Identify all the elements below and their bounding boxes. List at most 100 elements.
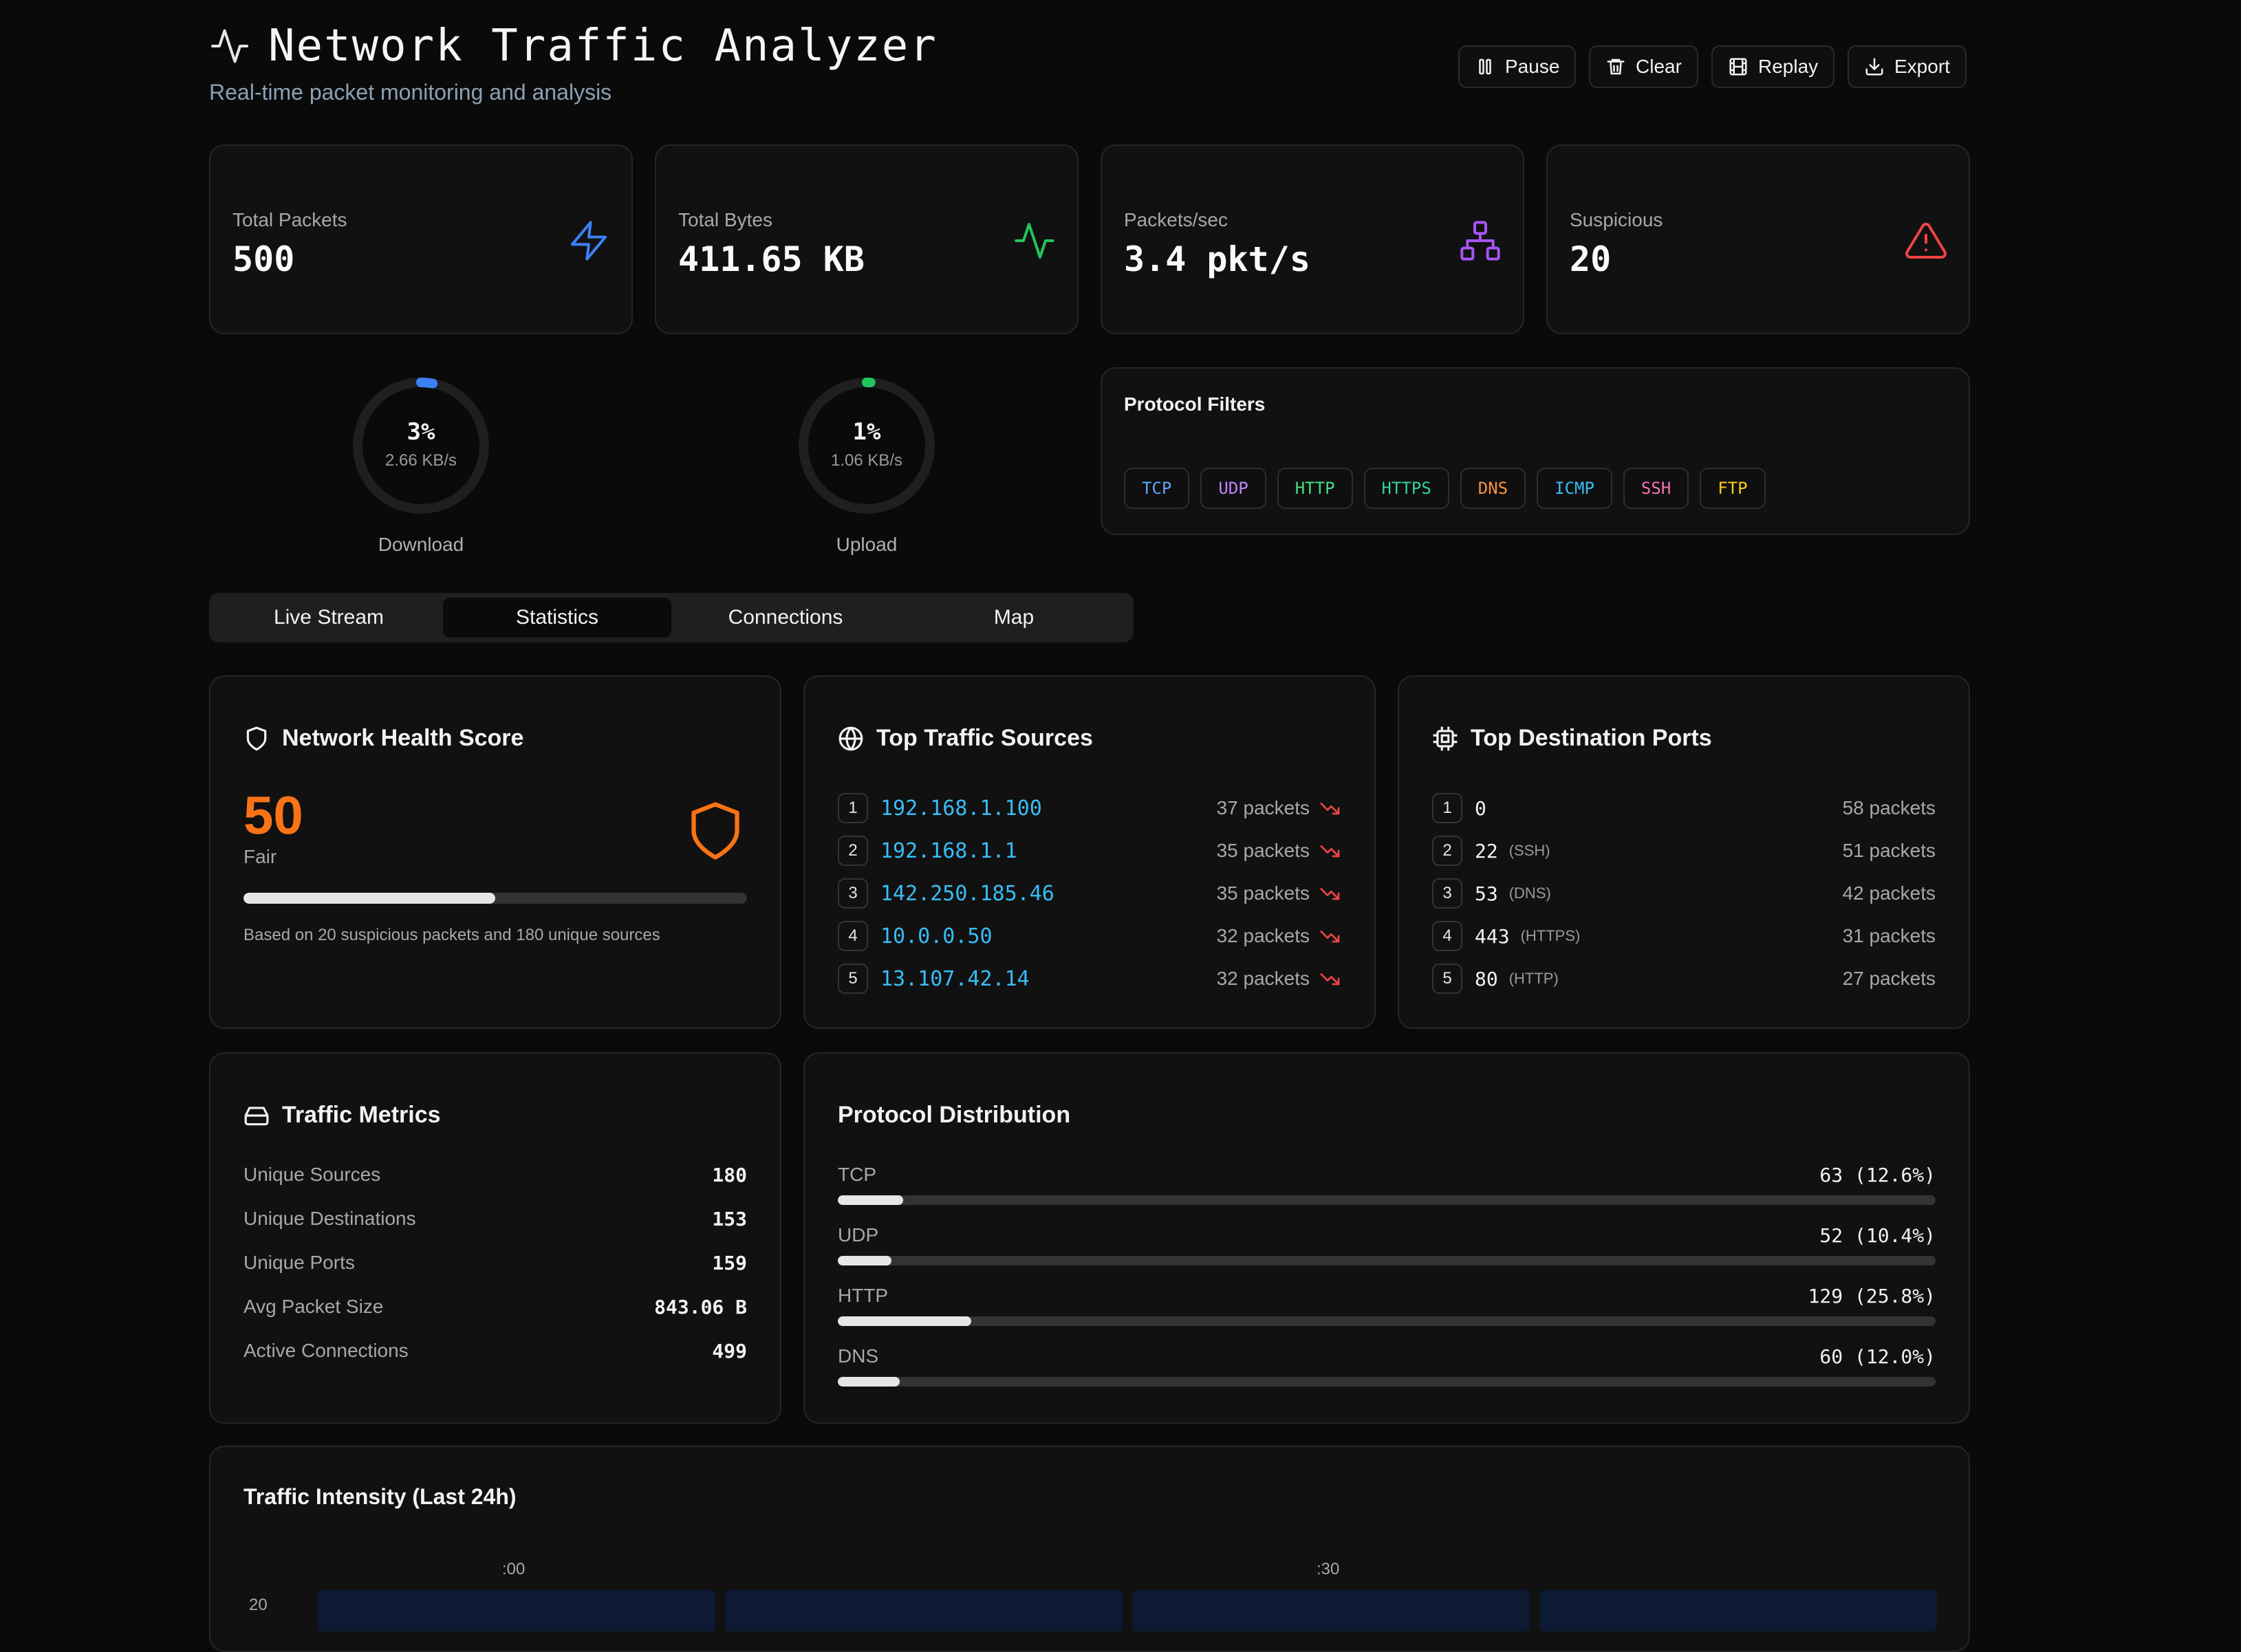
- network-icon: [1460, 221, 1500, 261]
- port-row[interactable]: 4 443 (HTTPS) 31 packets: [1432, 919, 1936, 953]
- port-row[interactable]: 5 80 (HTTP) 27 packets: [1432, 961, 1936, 996]
- clear-button[interactable]: Clear: [1589, 45, 1698, 88]
- source-ip: 13.107.42.14: [880, 966, 1030, 991]
- metric-label: Unique Ports: [243, 1252, 355, 1273]
- network-health-header: Network Health Score: [243, 725, 523, 752]
- export-button-label: Export: [1894, 56, 1950, 77]
- source-ip: 142.250.185.46: [880, 881, 1054, 906]
- health-score: 50: [243, 785, 303, 845]
- rank-badge: 2: [838, 836, 868, 866]
- header-title-group: Network Traffic Analyzer: [209, 21, 938, 72]
- pause-button[interactable]: Pause: [1458, 45, 1577, 88]
- export-button[interactable]: Export: [1848, 45, 1967, 88]
- page-subtitle: Real-time packet monitoring and analysis: [209, 80, 612, 105]
- packet-count: 58 packets: [1842, 797, 1936, 818]
- stat-card-total-bytes: Total Bytes 411.65 KB: [655, 144, 1079, 334]
- rank-badge: 1: [1432, 793, 1462, 823]
- source-ip: 192.168.1.100: [880, 796, 1042, 820]
- protocol-row: HTTP 129 (25.8%): [838, 1285, 1936, 1340]
- rank-badge: 3: [1432, 878, 1462, 909]
- packet-count: 35 packets: [1216, 840, 1310, 861]
- protocol-row: TCP 63 (12.6%): [838, 1164, 1936, 1219]
- tab-statistics[interactable]: Statistics: [443, 598, 671, 638]
- download-rate: 2.66 KB/s: [385, 451, 457, 470]
- trending-down-icon: [1320, 973, 1340, 986]
- protocol-chip-tcp[interactable]: TCP: [1124, 468, 1190, 509]
- health-rating: Fair: [243, 846, 277, 867]
- protocol-bar-fill: [838, 1195, 903, 1205]
- tab-live-stream[interactable]: Live Stream: [273, 606, 385, 629]
- protocol-value: 63 (12.6%): [1819, 1164, 1936, 1186]
- metric-row: Unique Ports 159: [243, 1252, 747, 1274]
- replay-button-label: Replay: [1758, 56, 1819, 77]
- source-ip: 10.0.0.50: [880, 924, 993, 948]
- port-service: (SSH): [1508, 842, 1550, 859]
- traffic-metrics-title: Traffic Metrics: [282, 1102, 441, 1128]
- tab-map[interactable]: Map: [993, 606, 1035, 629]
- protocol-chip-ftp[interactable]: FTP: [1700, 468, 1766, 509]
- activity-icon: [211, 29, 248, 63]
- protocol-name: TCP: [838, 1164, 876, 1185]
- metric-label: Avg Packet Size: [243, 1296, 384, 1317]
- alert-triangle-icon: [1905, 222, 1947, 259]
- download-gauge-ring: [353, 378, 489, 514]
- top-ports-title: Top Destination Ports: [1471, 725, 1712, 751]
- protocol-chip-icmp[interactable]: ICMP: [1537, 468, 1612, 509]
- protocol-chip-https[interactable]: HTTPS: [1363, 468, 1449, 509]
- protocol-chip-http[interactable]: HTTP: [1277, 468, 1353, 509]
- stat-card-total-packets: Total Packets 500: [209, 144, 633, 334]
- port-row[interactable]: 1 0 58 packets: [1432, 791, 1936, 825]
- metric-label: Unique Destinations: [243, 1208, 416, 1229]
- rank-badge: 5: [1432, 964, 1462, 994]
- stat-value: 20: [1570, 239, 1612, 279]
- protocol-distribution-card: Protocol Distribution TCP 63 (12.6%) UDP 52…: [803, 1052, 1970, 1424]
- source-ip: 192.168.1.1: [880, 838, 1017, 863]
- port-service: (HTTPS): [1520, 927, 1581, 944]
- stat-label: Suspicious: [1570, 209, 1663, 230]
- network-health-title: Network Health Score: [282, 725, 524, 751]
- source-row[interactable]: 5 13.107.42.14 32 packets: [838, 961, 1341, 996]
- shield-icon: [691, 802, 739, 860]
- protocol-value: 52 (10.4%): [1819, 1224, 1936, 1247]
- metric-value: 180: [712, 1164, 747, 1186]
- port-row[interactable]: 2 22 (SSH) 51 packets: [1432, 834, 1936, 868]
- trash-icon: [1607, 58, 1625, 75]
- rank-badge: 5: [838, 964, 868, 994]
- traffic-metrics-header: Traffic Metrics: [243, 1102, 441, 1129]
- upload-percent: 1%: [852, 418, 881, 446]
- protocol-chip-ssh[interactable]: SSH: [1623, 468, 1689, 509]
- protocol-name: UDP: [838, 1224, 879, 1246]
- trending-down-icon: [1320, 803, 1340, 815]
- protocol-chip-dns[interactable]: DNS: [1460, 468, 1526, 509]
- replay-button[interactable]: Replay: [1711, 45, 1835, 88]
- source-row[interactable]: 3 142.250.185.46 35 packets: [838, 876, 1341, 911]
- network-health-card: Network Health Score 50 Fair Based on 20…: [209, 675, 781, 1029]
- port-row[interactable]: 3 53 (DNS) 42 packets: [1432, 876, 1936, 911]
- port-number: 22: [1475, 839, 1498, 862]
- tab-connections[interactable]: Connections: [728, 606, 843, 629]
- metric-row: Active Connections 499: [243, 1340, 747, 1362]
- traffic-intensity-card: Traffic Intensity (Last 24h) :00 :30 20: [209, 1446, 1970, 1652]
- health-progress-bar: [243, 893, 747, 904]
- metric-value: 153: [712, 1208, 747, 1230]
- protocol-bar-track: [838, 1316, 1936, 1326]
- clear-button-label: Clear: [1636, 56, 1682, 77]
- metric-value: 159: [712, 1252, 747, 1274]
- top-sources-title: Top Traffic Sources: [876, 725, 1093, 751]
- trending-down-icon: [1320, 888, 1340, 900]
- protocol-chip-list: TCP UDP HTTP HTTPS DNS ICMP SSH FTP: [1124, 468, 1766, 509]
- traffic-metrics-card: Traffic Metrics Unique Sources 180 Unique …: [209, 1052, 781, 1424]
- health-progress-fill: [243, 893, 495, 904]
- activity-icon: [1015, 223, 1054, 259]
- download-icon: [1865, 58, 1883, 76]
- film-icon: [1729, 58, 1747, 76]
- download-gauge: 3% 2.66 KB/s: [348, 373, 494, 519]
- upload-gauge: 1% 1.06 KB/s: [794, 373, 940, 519]
- source-row[interactable]: 2 192.168.1.1 35 packets: [838, 834, 1341, 868]
- protocol-chip-udp[interactable]: UDP: [1200, 468, 1266, 509]
- cpu-icon: [1433, 726, 1458, 750]
- packet-count: 51 packets: [1842, 840, 1936, 861]
- rank-badge: 4: [838, 921, 868, 951]
- source-row[interactable]: 1 192.168.1.100 37 packets: [838, 791, 1341, 825]
- source-row[interactable]: 4 10.0.0.50 32 packets: [838, 919, 1341, 953]
